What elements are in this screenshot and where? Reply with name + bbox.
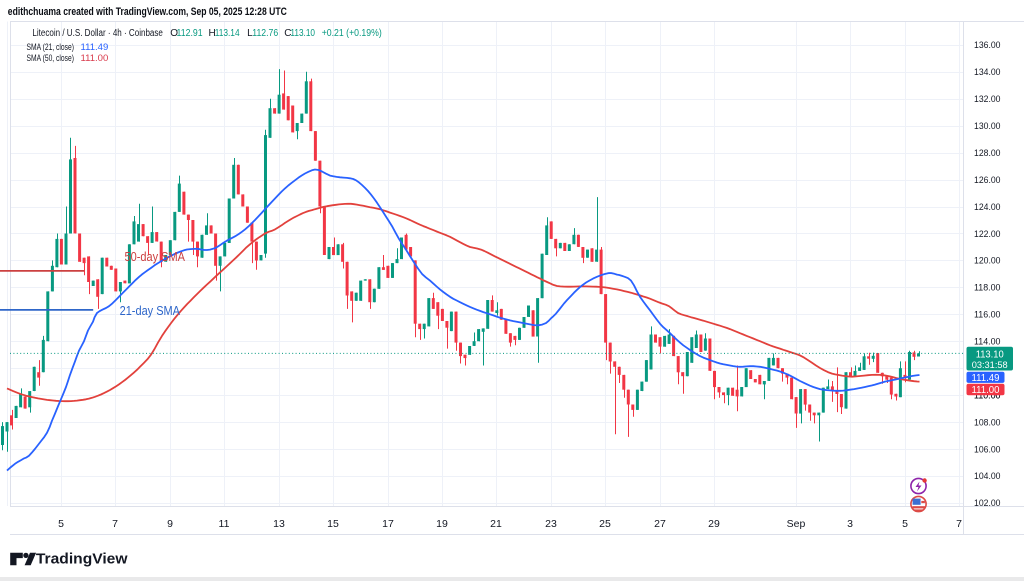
svg-text:104.00: 104.00 [974,471,1001,482]
svg-text:111.00: 111.00 [81,53,109,63]
svg-text:130.00: 130.00 [974,121,1001,132]
svg-text:H: H [209,28,216,39]
svg-text:118.00: 118.00 [974,283,1001,294]
svg-text:9: 9 [167,518,173,530]
svg-text:11: 11 [219,518,230,530]
svg-text:113.14: 113.14 [215,28,240,39]
svg-text:50-day SMA: 50-day SMA [125,250,186,264]
svg-text:7: 7 [956,518,962,530]
svg-text:edithchuama created with Tradi: edithchuama created with TradingView.com… [8,6,287,18]
svg-text:111.49: 111.49 [972,373,1000,384]
svg-text:124.00: 124.00 [974,202,1001,213]
svg-text:27: 27 [654,518,666,530]
svg-text:C: C [284,28,291,39]
svg-text:112.91: 112.91 [177,28,203,39]
svg-text:17: 17 [382,518,394,530]
svg-text:L: L [247,28,253,39]
svg-text:114.00: 114.00 [974,337,1001,348]
svg-text:SMA (50, close): SMA (50, close) [27,53,75,63]
svg-text:O: O [170,28,178,39]
svg-text:111.00: 111.00 [972,385,1000,396]
svg-text:102.00: 102.00 [974,498,1001,509]
svg-text:TradingView: TradingView [36,552,128,568]
svg-text:19: 19 [436,518,448,530]
svg-text:111.49: 111.49 [81,42,109,52]
svg-text:120.00: 120.00 [974,256,1001,267]
svg-text:108.00: 108.00 [974,417,1001,428]
svg-text:113.10: 113.10 [976,350,1004,361]
svg-text:25: 25 [599,518,611,530]
svg-text:Litecoin / U.S. Dollar · 4h ·: Litecoin / U.S. Dollar · 4h · Coinbase [32,28,163,39]
svg-text:SMA (21, close): SMA (21, close) [27,42,75,52]
svg-text:Sep: Sep [787,518,806,530]
svg-text:29: 29 [708,518,720,530]
svg-text:110.00: 110.00 [974,390,1001,401]
svg-text:13: 13 [273,518,285,530]
svg-text:03:31:58: 03:31:58 [972,360,1008,371]
svg-text:126.00: 126.00 [974,175,1001,186]
svg-text:21-day SMA: 21-day SMA [120,304,181,318]
svg-text:113.10: 113.10 [290,28,315,39]
svg-text:136.00: 136.00 [974,40,1001,51]
svg-text:5: 5 [58,518,64,530]
svg-text:15: 15 [327,518,339,530]
svg-text:21: 21 [490,518,502,530]
svg-text:7: 7 [112,518,118,530]
svg-text:23: 23 [545,518,557,530]
svg-text:116.00: 116.00 [974,310,1001,321]
svg-text:134.00: 134.00 [974,67,1001,78]
svg-text:3: 3 [847,518,853,530]
svg-text:5: 5 [902,518,908,530]
svg-text:122.00: 122.00 [974,229,1001,240]
svg-text:112.76: 112.76 [252,28,278,39]
svg-text:110.00: 110.00 [974,390,1001,401]
svg-text:+0.21 (+0.19%): +0.21 (+0.19%) [322,28,382,39]
svg-text:128.00: 128.00 [974,148,1001,159]
svg-text:132.00: 132.00 [974,94,1001,105]
svg-text:106.00: 106.00 [974,444,1001,455]
